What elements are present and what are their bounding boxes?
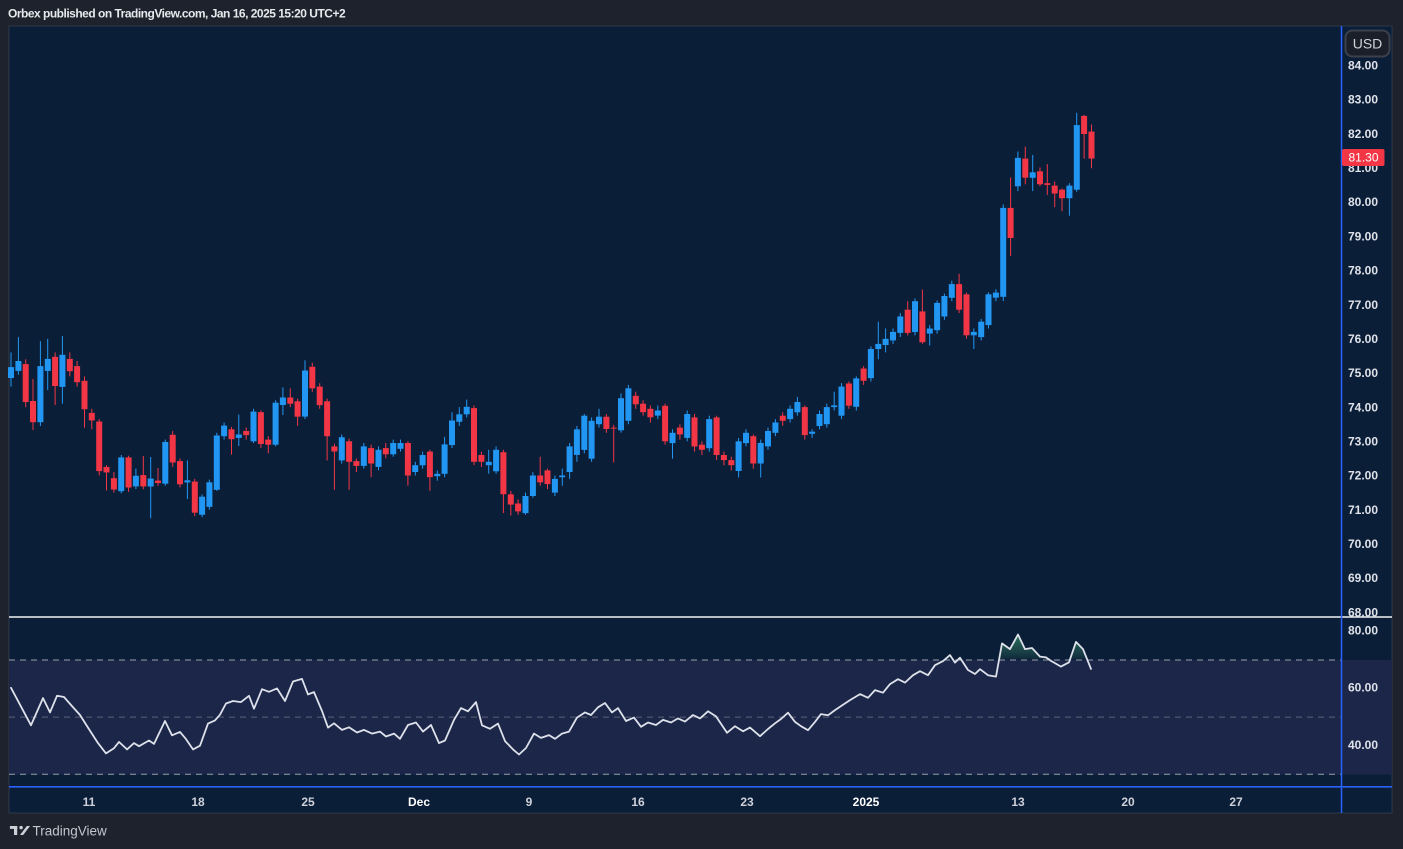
svg-text:60.00: 60.00: [1348, 681, 1378, 695]
svg-text:84.00: 84.00: [1348, 59, 1378, 73]
svg-text:83.00: 83.00: [1348, 93, 1378, 107]
svg-text:Dec: Dec: [408, 795, 430, 809]
svg-text:40.00: 40.00: [1348, 738, 1378, 752]
svg-text:81.30: 81.30: [1348, 151, 1378, 165]
svg-text:70.00: 70.00: [1348, 537, 1378, 551]
svg-text:77.00: 77.00: [1348, 298, 1378, 312]
svg-text:72.00: 72.00: [1348, 469, 1378, 483]
svg-text:25: 25: [301, 795, 315, 809]
svg-text:68.00: 68.00: [1348, 605, 1378, 619]
svg-text:78.00: 78.00: [1348, 264, 1378, 278]
svg-text:73.00: 73.00: [1348, 435, 1378, 449]
svg-text:75.00: 75.00: [1348, 366, 1378, 380]
svg-text:11: 11: [83, 795, 96, 809]
svg-text:74.00: 74.00: [1348, 400, 1378, 414]
svg-text:18: 18: [191, 795, 205, 809]
svg-text:TradingView: TradingView: [33, 824, 108, 839]
svg-text:80.00: 80.00: [1348, 195, 1378, 209]
svg-text:76.00: 76.00: [1348, 332, 1378, 346]
svg-text:13: 13: [1011, 795, 1025, 809]
svg-text:2025: 2025: [853, 795, 880, 809]
svg-text:USD: USD: [1353, 36, 1383, 52]
svg-text:Orbex published on TradingView: Orbex published on TradingView.com, Jan …: [8, 7, 346, 21]
svg-text:23: 23: [740, 795, 754, 809]
svg-text:79.00: 79.00: [1348, 229, 1378, 243]
svg-text:69.00: 69.00: [1348, 571, 1378, 585]
svg-text:20: 20: [1121, 795, 1135, 809]
svg-text:16: 16: [631, 795, 645, 809]
svg-text:9: 9: [526, 795, 533, 809]
svg-text:27: 27: [1229, 795, 1243, 809]
svg-text:71.00: 71.00: [1348, 503, 1378, 517]
svg-text:82.00: 82.00: [1348, 127, 1378, 141]
svg-text:80.00: 80.00: [1348, 623, 1378, 637]
